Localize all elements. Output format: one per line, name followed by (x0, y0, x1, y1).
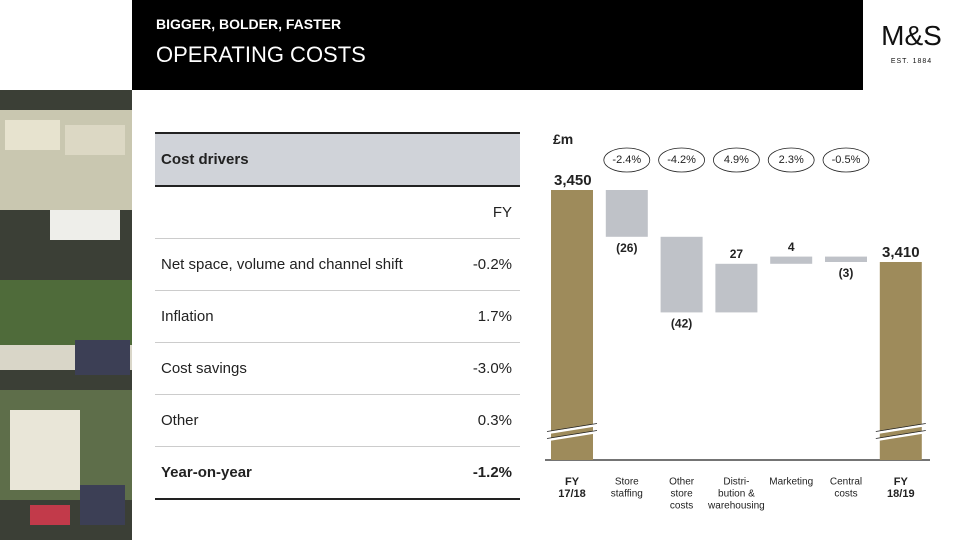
table-cell: Other (155, 394, 458, 447)
axis-break (546, 423, 598, 435)
change-label: -2.4% (612, 154, 641, 166)
title: OPERATING COSTS (156, 42, 366, 67)
table-row: Year-on-year -1.2% (155, 446, 520, 500)
value-label: (26) (616, 241, 637, 255)
axis-break-edge (875, 423, 926, 432)
x-tick-label: costs (670, 501, 693, 512)
unit-label: £m (553, 131, 573, 147)
table-cell: FY (457, 186, 520, 239)
table-row: Inflation 1.7% (155, 290, 520, 343)
value-label: 27 (730, 247, 744, 261)
kicker: BIGGER, BOLDER, FASTER (156, 16, 342, 32)
x-tick-label: warehousing (707, 501, 765, 512)
x-tick-label: Other (669, 477, 695, 488)
axis-break-edge (875, 430, 926, 439)
x-tick-label: FY (565, 476, 580, 488)
x-tick-label: costs (834, 489, 857, 500)
table-row: Cost savings -3.0% (155, 342, 520, 395)
bar (715, 263, 758, 313)
table-cell: Cost drivers (155, 132, 458, 187)
chart: £m3,450FY17/18(26)Storestaffing-2.4%(42)… (545, 131, 930, 512)
bar (551, 190, 593, 460)
x-tick-label: Central (830, 477, 862, 488)
value-label: 3,410 (882, 244, 920, 261)
table-row: Net space, volume and channel shift -0.2% (155, 238, 520, 291)
x-tick-label: store (670, 489, 693, 500)
bar (825, 256, 867, 262)
change-label: 4.9% (724, 154, 749, 166)
table-cell: Net space, volume and channel shift (155, 238, 458, 291)
table-cell: Cost savings (155, 342, 458, 395)
change-bubble (603, 147, 651, 173)
bar (605, 190, 648, 237)
table-cell: -3.0% (457, 342, 520, 395)
x-tick-label: Store (615, 477, 639, 488)
axis-break-edge (546, 423, 598, 432)
x-tick-label: Distri- (723, 477, 749, 488)
axis-break (875, 423, 926, 435)
change-bubble (658, 147, 706, 173)
axis-break (546, 430, 598, 442)
x-tick-label: Marketing (769, 477, 813, 488)
table-row: Cost drivers (155, 132, 520, 187)
value-label: 4 (788, 240, 795, 254)
table-cell: 0.3% (457, 394, 520, 447)
table-cell: 1.7% (457, 290, 520, 343)
bar (770, 256, 813, 264)
cost-table: Cost drivers FY Net space, volume and chan… (155, 132, 520, 500)
table-cell (155, 186, 458, 239)
axis-break (875, 430, 926, 442)
x-tick-label: 18/19 (887, 488, 915, 500)
axis-break-edge (546, 430, 598, 439)
value-label: 3,450 (554, 172, 592, 189)
table-row: Other 0.3% (155, 394, 520, 447)
logo: M&S (881, 20, 942, 51)
table-row: FY (155, 186, 520, 239)
header-band: BIGGER, BOLDER, FASTER OPERATING COSTS (132, 0, 863, 90)
logo-sub: EST. 1884 (890, 58, 933, 65)
photo (0, 90, 132, 540)
table-cell: Year-on-year (155, 446, 458, 500)
table-cell (457, 132, 520, 187)
table-cell: Inflation (155, 290, 458, 343)
change-label: -4.2% (667, 154, 696, 166)
x-tick-label: bution & (718, 489, 755, 500)
change-label: 2.3% (779, 154, 804, 166)
table-cell: -0.2% (457, 238, 520, 291)
x-tick-label: staffing (611, 489, 643, 500)
bar (660, 236, 703, 313)
x-tick-label: FY (894, 476, 909, 488)
change-bubble (767, 147, 815, 173)
value-label: (3) (839, 266, 854, 280)
change-bubble (822, 147, 870, 173)
change-bubble (712, 147, 760, 173)
table-cell: -1.2% (457, 446, 520, 500)
value-label: (42) (671, 317, 692, 331)
change-label: -0.5% (832, 154, 861, 166)
x-tick-label: 17/18 (558, 488, 586, 500)
